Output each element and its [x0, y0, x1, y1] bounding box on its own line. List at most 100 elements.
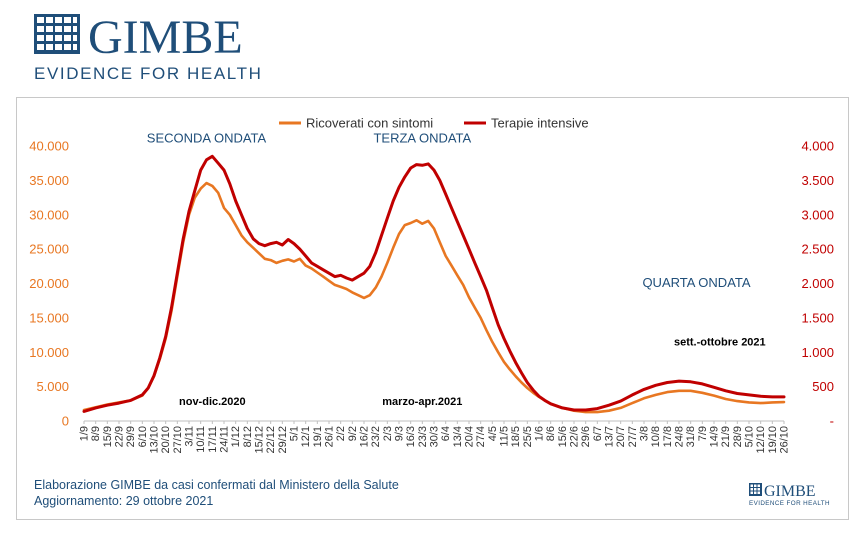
- x-tick-label: 24/8: [674, 426, 686, 447]
- y-right-tick-label: 500: [812, 379, 834, 394]
- x-tick-label: 15/9: [102, 426, 114, 447]
- update-note: Aggiornamento: 29 ottobre 2021: [34, 494, 214, 508]
- x-tick-label: 20/4: [464, 426, 476, 447]
- x-tick-label: 13/10: [149, 426, 161, 454]
- x-tick-label: 6/10: [137, 426, 149, 447]
- x-tick-label: 29/9: [125, 426, 137, 447]
- x-tick-label: 6/7: [592, 426, 604, 441]
- x-tick-label: 14/9: [709, 426, 721, 447]
- x-tick-label: 8/6: [545, 426, 557, 441]
- x-tick-label: 7/9: [697, 426, 709, 441]
- y-left-tick-label: 35.000: [29, 173, 69, 188]
- x-tick-label: 5/10: [744, 426, 756, 447]
- gimbe-logo: GIMBE EVIDENCE FOR HEALTH: [30, 8, 290, 84]
- source-note: Elaborazione GIMBE da casi confermati da…: [34, 478, 399, 492]
- series-line-ricoverati: [82, 181, 786, 414]
- brand-name: GIMBE: [88, 11, 243, 64]
- series-line-terapie-intensive: [82, 154, 786, 413]
- x-tick-label: 22/9: [114, 426, 126, 447]
- x-tick-label: 1/9: [79, 426, 91, 441]
- x-tick-label: 17/8: [662, 426, 674, 447]
- x-tick-label: 24/11: [219, 426, 231, 453]
- x-tick-label: 20/10: [160, 426, 172, 454]
- y-right-tick-label: 2.000: [801, 276, 834, 291]
- marzo-apr-label: marzo-apr.2021: [382, 396, 462, 408]
- x-tick-label: 22/12: [265, 426, 277, 454]
- chart-frame: 0 5.000 10.000 15.000 20.000 25.000 30.000 35.0…: [16, 97, 849, 520]
- x-tick-label: 2/3: [382, 426, 394, 441]
- x-tick-label: 17/11: [207, 426, 219, 453]
- x-tick-label: 1/6: [534, 426, 546, 441]
- x-tick-label: 16/2: [359, 426, 371, 447]
- y-right-tick-label: 3.000: [801, 207, 834, 222]
- x-tick-label: 30/3: [429, 426, 441, 447]
- x-tick-label: 27/7: [627, 426, 639, 447]
- y-left-tick-label: 0: [62, 414, 69, 429]
- x-tick-label: 3/11: [184, 426, 196, 447]
- y-left-tick-label: 30.000: [29, 207, 69, 222]
- x-tick-label: 21/9: [720, 426, 732, 447]
- y-left-tick-label: 25.000: [29, 242, 69, 257]
- x-tick-label: 27/4: [475, 426, 487, 447]
- x-tick-label: 18/5: [510, 426, 522, 447]
- y-left-tick-label: 20.000: [29, 276, 69, 291]
- y-right-tick-label: 3.500: [801, 173, 834, 188]
- x-tick-label: 15/12: [254, 426, 266, 454]
- gimbe-logo-small-grid-icon: [749, 483, 762, 496]
- y-right-tick-label: 4.000: [801, 139, 834, 154]
- x-tick-label: 23/3: [417, 426, 429, 447]
- x-tick-label: 13/7: [604, 426, 616, 447]
- legend-label-terapie-intensive: Terapie intensive: [491, 116, 589, 131]
- x-tick-label: 15/6: [557, 426, 569, 447]
- x-tick-label: 28/9: [732, 426, 744, 447]
- x-tick-label: 10/8: [650, 426, 662, 447]
- y-right-tick-label: 1.500: [801, 310, 834, 325]
- x-tick-label: 26/1: [324, 426, 336, 447]
- covid-hospital-chart: 0 5.000 10.000 15.000 20.000 25.000 30.000 35.0…: [29, 116, 834, 454]
- x-tick-label: 8/9: [90, 426, 102, 441]
- y-left-tick-label: 5.000: [36, 379, 69, 394]
- terza-ondata-label: TERZA ONDATA: [373, 131, 471, 146]
- x-tick-label: 25/5: [522, 426, 534, 447]
- x-tick-label: 19/1: [312, 426, 324, 447]
- y-left-tick-label: 40.000: [29, 139, 69, 154]
- brand-tagline-small: EVIDENCE FOR HEALTH: [749, 500, 830, 507]
- nov-dic-label: nov-dic.2020: [179, 396, 246, 408]
- y-right-tick-label: 1.000: [801, 345, 834, 360]
- x-tick-label: 13/4: [452, 426, 464, 447]
- y-left-tick-label: 15.000: [29, 310, 69, 325]
- x-tick-label: 27/10: [172, 426, 184, 454]
- x-tick-label: 11/5: [499, 426, 511, 447]
- gimbe-logo-grid-icon: [34, 14, 80, 54]
- brand-name-small: GIMBE: [764, 483, 816, 500]
- x-tick-label: 8/12: [242, 426, 254, 447]
- x-tick-label: 19/10: [767, 426, 779, 454]
- x-tick-label: 31/8: [685, 426, 697, 447]
- seconda-ondata-label: SECONDA ONDATA: [147, 131, 267, 146]
- y-right-tick-label: -: [830, 414, 834, 429]
- x-tick-label: 29/12: [277, 426, 289, 454]
- x-tick-label: 26/10: [779, 426, 791, 454]
- x-tick-label: 10/11: [195, 426, 207, 453]
- x-tick-label: 29/6: [580, 426, 592, 447]
- gimbe-logo-small: GIMBE EVIDENCE FOR HEALTH: [748, 480, 832, 508]
- x-tick-label: 22/6: [569, 426, 581, 447]
- x-tick-label: 12/10: [755, 426, 767, 454]
- brand-tagline: EVIDENCE FOR HEALTH: [34, 64, 262, 83]
- x-tick-label: 3/8: [639, 426, 651, 441]
- x-tick-label: 12/1: [300, 426, 312, 447]
- x-tick-label: 16/3: [405, 426, 417, 447]
- legend-label-ricoverati: Ricoverati con sintomi: [306, 116, 433, 131]
- x-tick-label: 9/2: [347, 426, 359, 441]
- x-tick-label: 4/5: [487, 426, 499, 441]
- x-tick-label: 23/2: [370, 426, 382, 447]
- x-tick-label: 20/7: [615, 426, 627, 447]
- quarta-ondata-label: QUARTA ONDATA: [642, 275, 750, 290]
- sett-ottobre-label: sett.-ottobre 2021: [674, 336, 766, 348]
- x-tick-label: 9/3: [394, 426, 406, 441]
- x-tick-label: 2/2: [335, 426, 347, 441]
- x-tick-label: 5/1: [289, 426, 301, 441]
- x-tick-label: 6/4: [440, 426, 452, 441]
- x-tick-label: 1/12: [230, 426, 242, 447]
- y-left-tick-label: 10.000: [29, 345, 69, 360]
